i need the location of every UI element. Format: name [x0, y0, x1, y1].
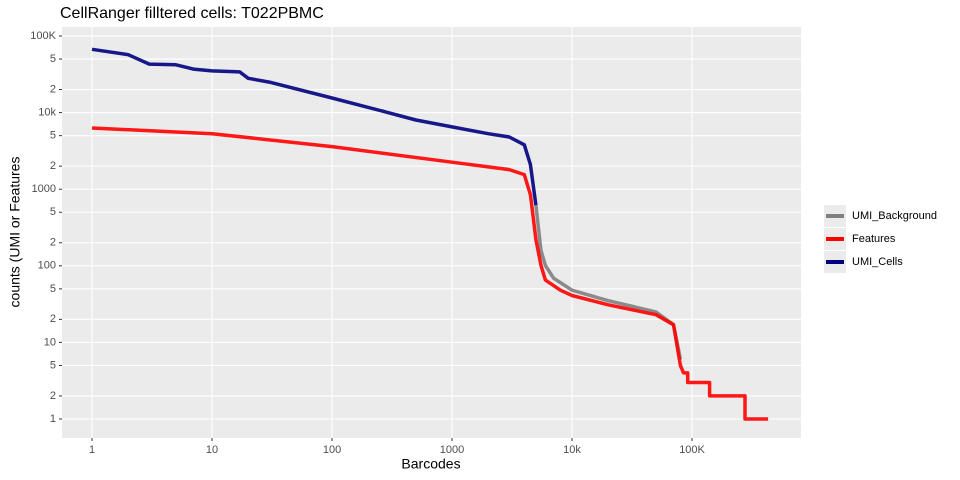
y-tick-label: 100	[38, 260, 56, 272]
chart-title: CellRanger filltered cells: T022PBMC	[60, 5, 324, 22]
y-tick-label: 2	[50, 237, 56, 249]
y-tick-label: 5	[50, 53, 56, 65]
y-tick-label: 5	[50, 206, 56, 218]
y-tick-label: 10k	[38, 106, 56, 118]
x-tick-label: 10	[206, 444, 218, 456]
y-tick-label: 2	[50, 160, 56, 172]
y-tick-label: 2	[50, 313, 56, 325]
series-line	[91, 47, 538, 206]
legend-label: UMI_Background	[852, 210, 937, 222]
series-line	[91, 126, 769, 421]
y-tick-label: 5	[50, 359, 56, 371]
y-tick-label: 5	[50, 283, 56, 295]
legend-label: UMI_Cells	[852, 256, 903, 268]
x-tick-label: 100K	[679, 444, 705, 456]
y-tick-label: 100K	[30, 30, 56, 42]
y-tick-label: 2	[50, 390, 56, 402]
x-tick-label: 1	[89, 444, 95, 456]
y-tick-label: 5	[50, 130, 56, 142]
x-tick-label: 100	[323, 444, 341, 456]
y-tick-label: 1000	[32, 183, 56, 195]
y-tick-label: 2	[50, 83, 56, 95]
panel	[62, 27, 801, 438]
y-tick-label: 10	[44, 336, 56, 348]
y-axis-title: counts (UMI or Features	[7, 157, 23, 308]
x-tick-label: 1000	[440, 444, 464, 456]
legend-label: Features	[852, 233, 896, 245]
x-axis-title: Barcodes	[401, 456, 460, 472]
x-tick-label: 10k	[563, 444, 581, 456]
y-tick-label: 1	[50, 413, 56, 425]
